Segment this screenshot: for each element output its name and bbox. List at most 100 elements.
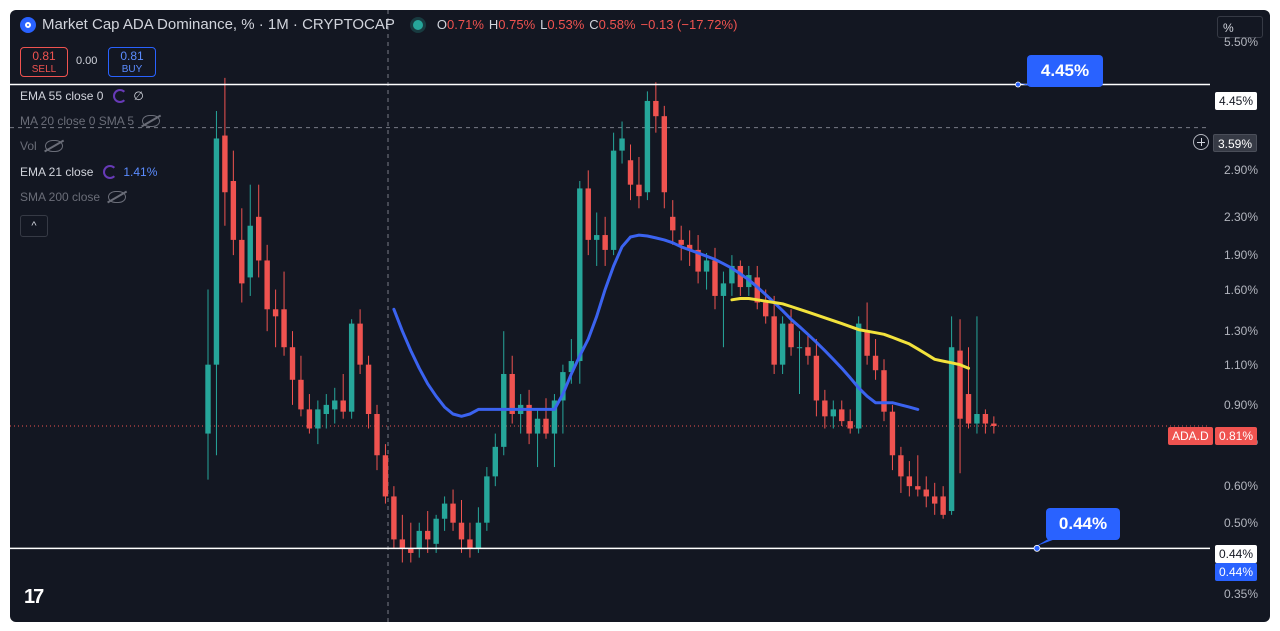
candle — [847, 409, 853, 434]
ohlc-value: 0.53% — [547, 17, 585, 32]
candle — [695, 235, 701, 284]
vol-label: Vol — [20, 139, 37, 153]
ohlc-readout: O0.71% H0.75% L0.53% C0.58% −0.13 (−17.72%) — [437, 16, 743, 33]
candle — [281, 271, 287, 356]
candle-body — [610, 150, 617, 250]
hidden-eye-icon[interactable] — [108, 191, 127, 203]
candle — [720, 271, 727, 348]
candle-body — [686, 244, 693, 250]
hidden-eye-icon[interactable] — [44, 140, 63, 152]
candle — [703, 253, 710, 290]
candle-body — [864, 331, 870, 356]
candle — [915, 455, 921, 497]
candle — [391, 486, 397, 549]
candle — [374, 404, 380, 471]
candle-body — [534, 418, 541, 434]
candle-body — [813, 355, 820, 401]
candle — [610, 132, 617, 256]
chart-header: Market Cap ADA Dominance, % · 1M · CRYPT… — [20, 16, 742, 33]
candle-body — [213, 138, 220, 365]
candle-body — [551, 400, 558, 434]
candle-body — [889, 411, 896, 456]
candle — [458, 499, 465, 553]
symbol-title[interactable]: Market Cap ADA Dominance, % · 1M · CRYPT… — [42, 16, 395, 33]
callout-top-level[interactable]: 4.45% — [1027, 55, 1103, 87]
ohlc-key: H — [488, 17, 499, 32]
candle — [484, 467, 490, 531]
candle — [982, 409, 989, 434]
axis-tick-label: 1.90% — [1223, 248, 1258, 263]
candle — [644, 91, 651, 201]
candle-body — [636, 184, 642, 197]
candle-body — [729, 265, 735, 284]
candle-body — [670, 216, 676, 231]
candle-body — [822, 400, 828, 417]
candle — [441, 496, 448, 531]
axis-tick-label: 2.90% — [1223, 163, 1258, 178]
candle-body — [948, 347, 955, 512]
legend-ema55[interactable]: EMA 55 close 0 ∅ — [20, 89, 144, 103]
sell-label: SELL — [31, 64, 57, 75]
axis-tick-label: 1.10% — [1223, 357, 1258, 372]
candle — [855, 316, 862, 434]
candle-body — [678, 239, 684, 245]
candle-body — [560, 372, 566, 401]
legend-ma20[interactable]: MA 20 close 0 SMA 5 — [20, 114, 161, 128]
tradingview-logo[interactable]: 17 — [24, 586, 44, 608]
candle — [560, 364, 566, 434]
candle-body — [594, 235, 600, 240]
candle — [425, 511, 431, 553]
candle-body — [391, 496, 397, 540]
ohlc-key: L — [540, 17, 548, 32]
price-unit-selector[interactable]: % — [1217, 16, 1263, 38]
candle — [948, 316, 955, 515]
candle — [619, 121, 625, 164]
candle — [365, 355, 372, 429]
axis-tick-label: 1.30% — [1223, 324, 1258, 339]
legend-sma200[interactable]: SMA 200 close — [20, 190, 127, 204]
candle — [813, 339, 820, 417]
candle — [450, 489, 456, 531]
callout-bottom-level[interactable]: 0.44% — [1046, 508, 1120, 540]
candle — [788, 309, 794, 356]
legend-ema21[interactable]: EMA 21 close 1.41% — [20, 165, 157, 179]
candle-body — [872, 355, 879, 371]
sell-button[interactable]: 0.81 SELL — [20, 47, 68, 77]
legend-vol[interactable]: Vol — [20, 139, 63, 153]
collapse-legend-button[interactable]: ^ — [20, 215, 48, 237]
candle — [306, 394, 313, 434]
ema21-value: 1.41% — [123, 165, 158, 179]
ohlc-value: −0.13 (−17.72%) — [640, 17, 738, 32]
candle-body — [526, 404, 532, 434]
candle-body — [492, 446, 498, 477]
candle-body — [771, 316, 777, 365]
price-tag-bottom-blue: 0.44% — [1215, 563, 1258, 581]
ohlc-value: 0.75% — [498, 17, 536, 32]
buy-label: BUY — [121, 64, 143, 75]
add-alert-plus-icon[interactable] — [1193, 134, 1209, 150]
candle-body — [382, 455, 389, 497]
candle — [467, 522, 473, 558]
candle-body — [763, 302, 769, 317]
buy-button[interactable]: 0.81 BUY — [108, 47, 156, 77]
candle-body — [619, 138, 625, 151]
candle — [670, 200, 676, 245]
candle — [492, 433, 498, 487]
candle — [315, 400, 321, 445]
price-chart[interactable] — [10, 10, 1270, 622]
chart-window: Market Cap ADA Dominance, % · 1M · CRYPT… — [10, 10, 1270, 622]
candle-body — [796, 347, 803, 349]
candle-body — [509, 373, 515, 414]
candle-body — [991, 423, 997, 427]
candle — [957, 319, 963, 474]
candle — [348, 319, 355, 419]
candle — [475, 507, 482, 553]
candle-body — [365, 364, 372, 414]
hidden-eye-icon[interactable] — [142, 115, 161, 127]
candle-body — [374, 413, 380, 456]
sell-price: 0.81 — [32, 49, 56, 63]
candle-body — [602, 235, 608, 250]
candle-body — [357, 323, 363, 365]
candle — [729, 255, 735, 296]
candle-body — [239, 239, 245, 284]
